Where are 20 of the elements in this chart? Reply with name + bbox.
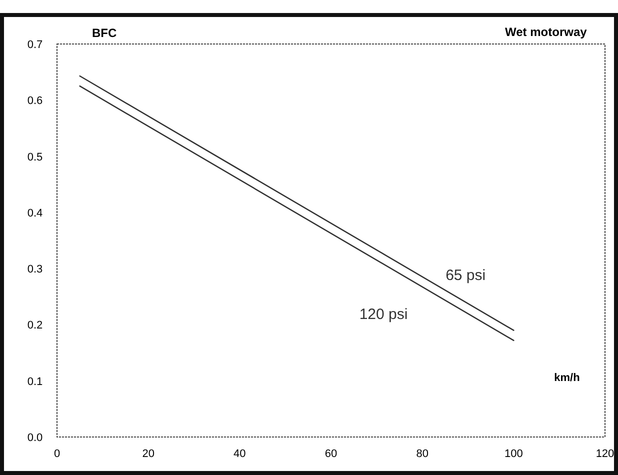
chart-title: Wet motorway: [505, 25, 588, 39]
y-axis-title: BFC: [92, 26, 117, 40]
y-tick-label: 0.6: [27, 95, 43, 108]
x-tick-label: 80: [416, 448, 428, 460]
x-tick-label: 60: [324, 448, 338, 460]
x-axis-title: km/h: [554, 372, 580, 384]
x-tick-label: 120: [596, 448, 614, 460]
x-tick-label: 40: [234, 448, 246, 460]
y-tick-label: 0.4: [27, 207, 43, 220]
y-tick-label: 0.3: [27, 264, 43, 276]
y-tick-label: 0.1: [27, 376, 43, 388]
x-tick-label: 20: [142, 448, 154, 460]
y-tick-label: 0.5: [27, 151, 43, 164]
series-label: 65 psi: [446, 266, 486, 284]
y-tick-label: 0.2: [27, 320, 43, 332]
x-tick-label: 0: [54, 448, 60, 460]
y-tick-label: 0.0: [27, 432, 43, 444]
x-tick-label: 100: [504, 448, 523, 460]
y-tick-label: 0.7: [27, 39, 43, 51]
series-label: 120 psi: [359, 306, 408, 324]
